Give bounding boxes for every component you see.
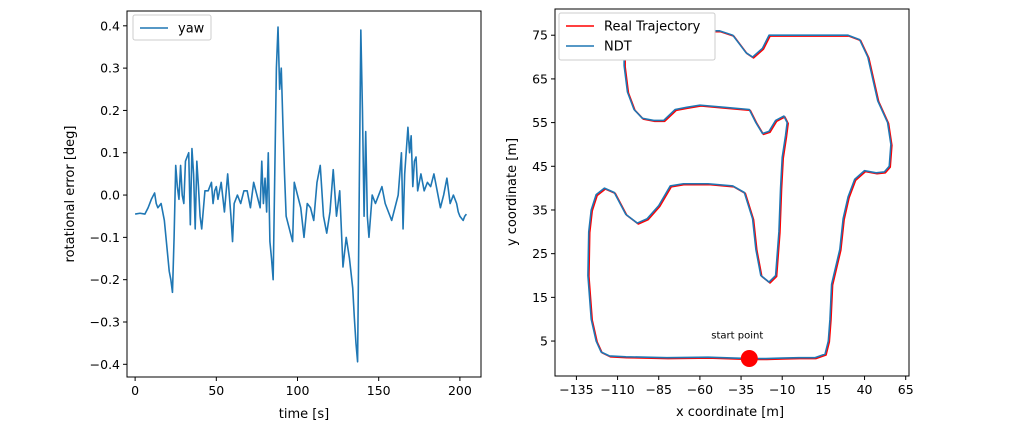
y-axis-label: y coordinate [m] [505, 138, 520, 246]
x-tick-label: −110 [600, 382, 634, 397]
series-line-ndt [587, 30, 892, 360]
trajectory-chart: −135 −110 −85 −60 −35 −10 15 40 65 5 15 25 35 45 55 65 7… [505, 8, 914, 420]
series-layer [134, 26, 468, 363]
plot-frame [126, 10, 482, 378]
y-tick-label: 0.2 [100, 103, 120, 118]
plot-area [127, 11, 481, 377]
x-tick-label: 50 [208, 383, 224, 398]
y-tick-label: 45 [532, 159, 548, 174]
y-tick-label: 0.3 [100, 61, 120, 76]
x-tick-label: −60 [687, 382, 713, 397]
x-tick-label: 15 [815, 382, 831, 397]
y-tick-label: 25 [532, 246, 548, 261]
x-tick-label: 150 [367, 383, 391, 398]
plot-area [555, 9, 909, 376]
legend-box [558, 12, 716, 61]
x-tick-label: −85 [646, 382, 672, 397]
series-layer [587, 30, 893, 361]
y-tick-label: 5 [540, 334, 548, 349]
y-tick-label: −0.2 [90, 272, 120, 287]
y-tick-label: 35 [532, 202, 548, 217]
rotational-error-chart: 0 50 100 150 200 −0.4 −0.3 −0.2 −0.1 0.0 0.1 0.2 0.3… [63, 10, 482, 422]
y-tick-label: 75 [532, 28, 548, 43]
y-tick-label: −0.1 [90, 230, 120, 245]
y-tick-label: −0.3 [90, 314, 120, 329]
x-tick-label: 100 [286, 383, 310, 398]
start-point-annotation: start point [711, 331, 763, 342]
legend-label: yaw [178, 22, 205, 37]
y-tick-label: 0.4 [100, 18, 120, 33]
legend-label: Real Trajectory [604, 20, 701, 35]
tick-layer: 0 50 100 150 200 −0.4 −0.3 −0.2 −0.1 0.0 0.1 0.2 0.3… [90, 18, 472, 398]
plot-frame [554, 8, 910, 377]
legend-box [132, 14, 212, 41]
x-axis-label: time [s] [279, 407, 329, 422]
legend: yaw [132, 14, 212, 41]
legend: Real Trajectory NDT [558, 12, 716, 61]
x-tick-label: 200 [448, 383, 472, 398]
y-tick-label: 65 [532, 71, 548, 86]
x-axis-label: x coordinate [m] [676, 405, 784, 420]
y-tick-label: 0.1 [100, 145, 120, 160]
y-tick-label: 15 [532, 290, 548, 305]
x-tick-label: 65 [898, 382, 914, 397]
tick-layer: −135 −110 −85 −60 −35 −10 15 40 65 5 15 25 35 45 55 65 7… [532, 28, 914, 397]
y-tick-label: 0.0 [100, 188, 120, 203]
y-tick-label: −0.4 [90, 357, 120, 372]
x-tick-label: −35 [728, 382, 754, 397]
start-point-marker [740, 350, 758, 368]
y-tick-label: 55 [532, 115, 548, 130]
x-tick-label: 0 [131, 383, 139, 398]
y-axis-label: rotational error [deg] [63, 126, 78, 263]
x-tick-label: 40 [857, 382, 873, 397]
series-line-yaw [134, 26, 468, 363]
x-tick-label: −135 [559, 382, 593, 397]
legend-label: NDT [604, 40, 632, 55]
x-tick-label: −10 [769, 382, 795, 397]
